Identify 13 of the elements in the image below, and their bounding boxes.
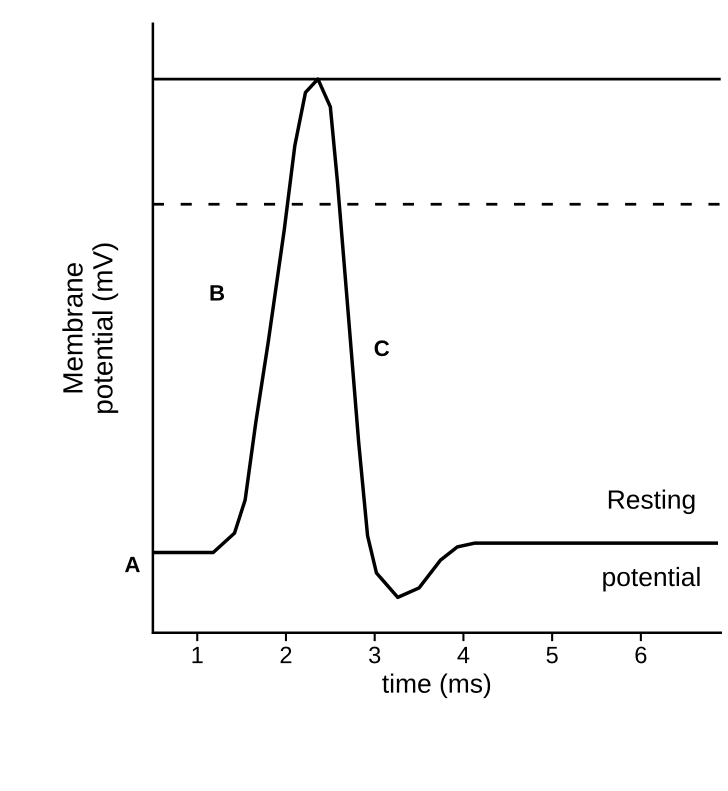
x-tick-label: 2 [280, 646, 292, 664]
annotation: Resting [608, 490, 694, 514]
x-tick-label: 4 [457, 646, 470, 664]
y-axis-title: Membrane potential (mV) [62, 244, 118, 413]
x-tick-label: 3 [369, 646, 380, 664]
x-tick-label: 1 [192, 646, 203, 664]
annotation: B [210, 285, 224, 301]
annotation: C [374, 340, 390, 356]
x-tick-label: 6 [636, 646, 646, 664]
text: A [124, 556, 140, 572]
x-axis-title: time (ms) [382, 674, 490, 698]
x-tick-label: 5 [546, 646, 558, 664]
annotation: potential [603, 566, 700, 592]
